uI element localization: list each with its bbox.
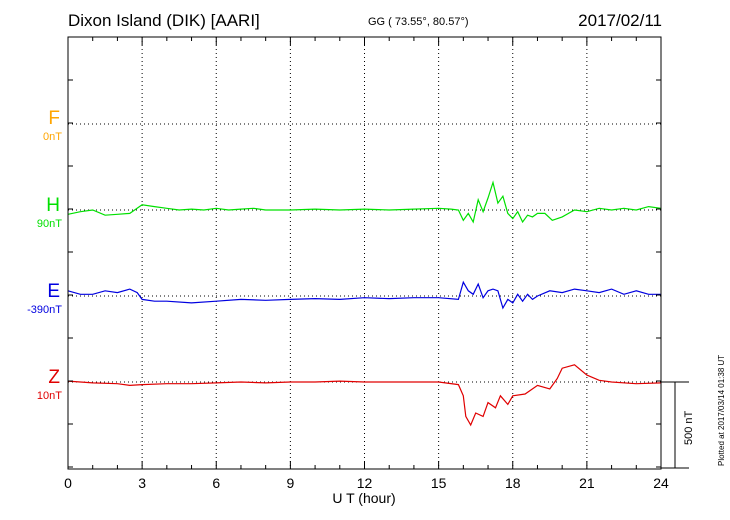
- x-tick-label: 15: [430, 475, 447, 491]
- series-line-h: [67, 180, 662, 224]
- x-tick-label: 9: [286, 475, 295, 491]
- x-tick-label: 6: [212, 475, 221, 491]
- scale-bar: [661, 381, 689, 469]
- series-line-e: [67, 280, 661, 310]
- component-h-baseline: 90nT: [36, 218, 62, 230]
- plotted-timestamp: Plotted at 2017/03/14 01:38 UT: [717, 354, 726, 466]
- component-e-baseline: -390nT: [27, 304, 62, 316]
- x-tick-label: 0: [64, 475, 72, 491]
- x-tick-label: 3: [138, 475, 147, 491]
- x-tick-label: 21: [579, 475, 595, 491]
- series-line-z: [67, 364, 662, 427]
- plot-grid: [68, 37, 661, 469]
- plot-frame: [67, 36, 662, 470]
- component-h-label: H: [46, 195, 60, 216]
- x-tick-label: 18: [504, 475, 521, 491]
- x-axis-label: U T (hour): [332, 490, 396, 506]
- series-lines: [67, 180, 662, 427]
- x-tick-label: 24: [653, 475, 669, 491]
- x-tick-label: 12: [356, 475, 373, 491]
- component-z-label: Z: [48, 367, 60, 388]
- scale-bar-label: 500 nT: [683, 410, 695, 445]
- component-e-label: E: [47, 281, 60, 302]
- component-z-baseline: 10nT: [36, 390, 62, 402]
- geographic-coords: GG ( 73.55°, 80.57°): [368, 16, 469, 28]
- plot-date: 2017/02/11: [578, 11, 662, 30]
- component-f-label: F: [48, 108, 60, 129]
- component-f-baseline: 0nT: [43, 131, 62, 143]
- station-title: Dixon Island (DIK) [AARI]: [68, 11, 260, 30]
